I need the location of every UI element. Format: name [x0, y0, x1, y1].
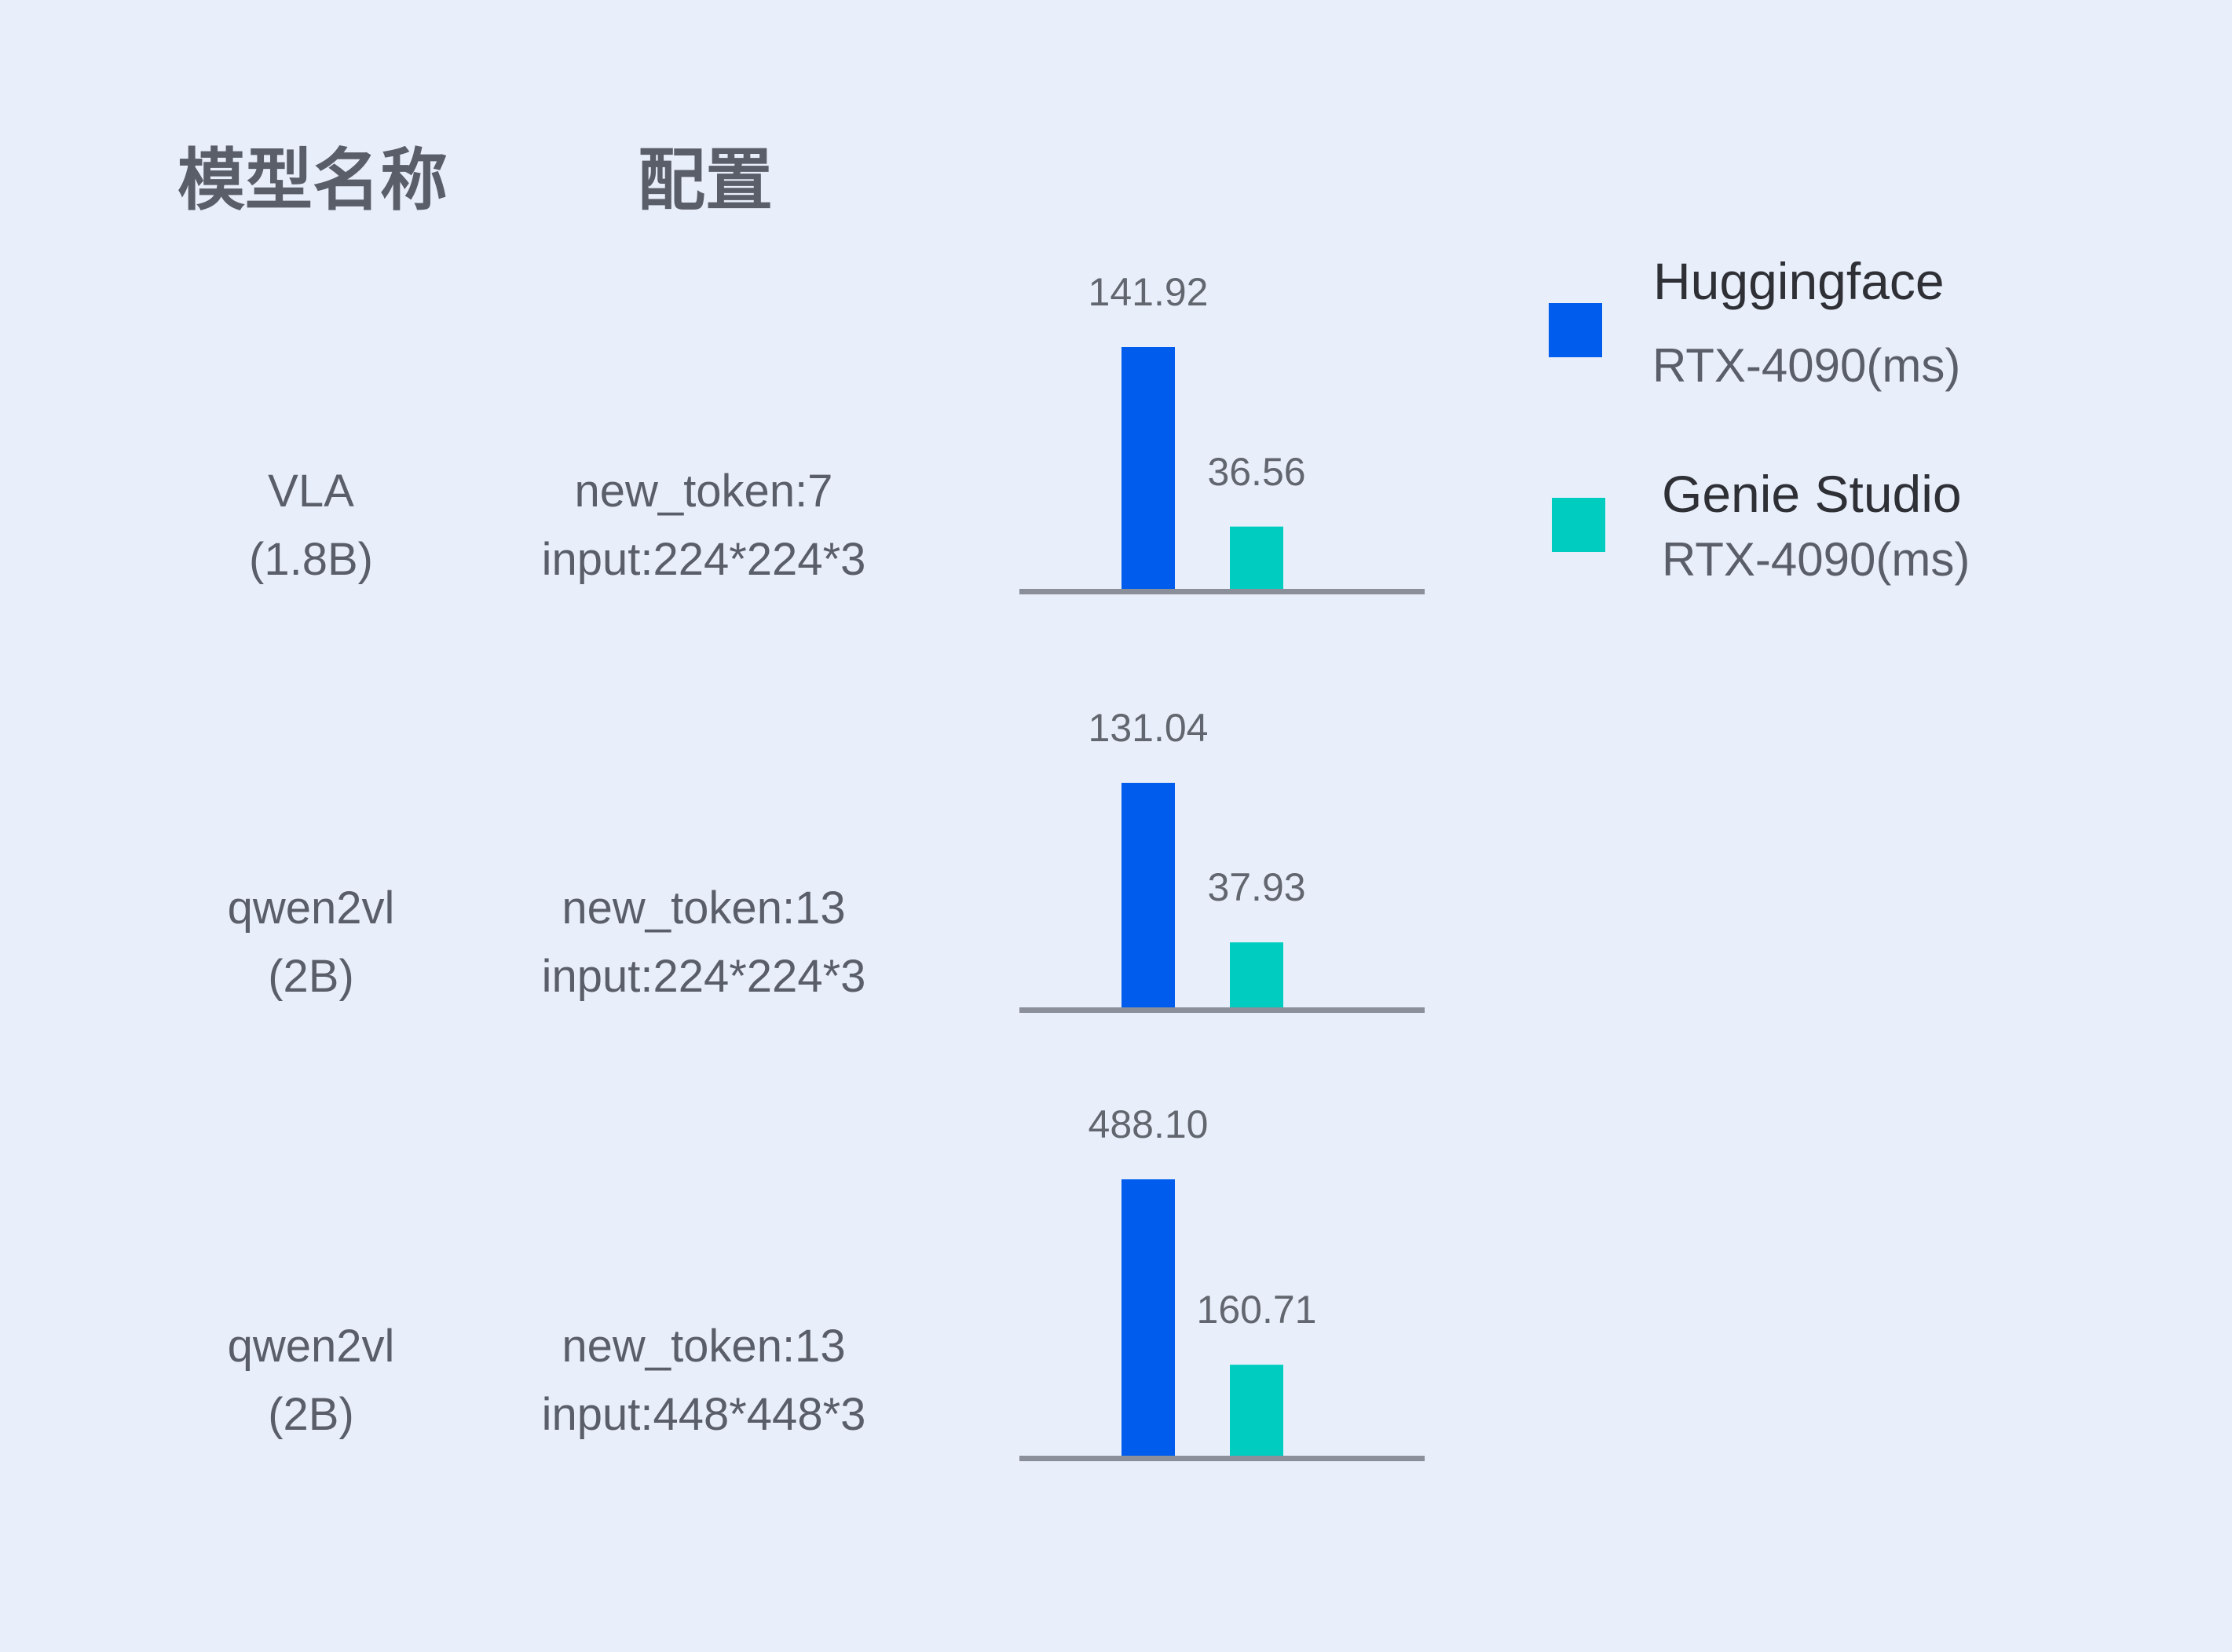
model-size: (2B): [268, 1389, 354, 1440]
legend-swatch-huggingface: [1549, 303, 1602, 357]
row-2-model: qwen2vl (2B): [36, 874, 586, 1011]
model-size: (2B): [268, 951, 354, 1002]
row-3-config: new_token:13 input:448*448*3: [429, 1312, 979, 1449]
model-size: (1.8B): [249, 534, 373, 585]
legend-swatch-genie-studio: [1552, 498, 1605, 552]
row-1-model: VLA (1.8B): [36, 457, 586, 594]
model-name: qwen2vl: [227, 883, 395, 934]
value-label-huggingface-1: 141.92: [1088, 270, 1209, 314]
config-input: input:224*224*3: [541, 951, 866, 1002]
bar-huggingface-1: [1121, 347, 1175, 589]
row-3-model: qwen2vl (2B): [36, 1312, 586, 1449]
model-name: qwen2vl: [227, 1321, 395, 1372]
bar-huggingface-3: [1121, 1179, 1175, 1460]
bar-huggingface-2: [1121, 783, 1175, 1007]
config-tokens: new_token:7: [574, 466, 833, 517]
config-tokens: new_token:13: [562, 883, 846, 934]
legend-genie-studio-label: Genie Studio: [1662, 465, 1962, 523]
value-label-genie-3: 160.71: [1196, 1288, 1317, 1332]
legend-huggingface-label: Huggingface: [1653, 252, 1945, 310]
config-input: input:224*224*3: [541, 534, 866, 585]
value-label-genie-1: 36.56: [1207, 449, 1306, 494]
bar-genie-studio-1: [1230, 526, 1283, 589]
legend-genie-studio-sub: RTX-4090(ms): [1662, 533, 1970, 586]
header-config: 配置: [638, 141, 773, 220]
model-name: VLA: [268, 466, 354, 517]
config-tokens: new_token:13: [562, 1321, 846, 1372]
value-label-genie-2: 37.93: [1207, 865, 1306, 910]
x-axis-line-1: [1019, 589, 1425, 594]
bar-genie-studio-3: [1230, 1365, 1283, 1456]
bar-genie-studio-2: [1230, 942, 1283, 1007]
header-model-name: 模型名称: [177, 141, 448, 220]
x-axis-line-2: [1019, 1007, 1425, 1013]
row-1-config: new_token:7 input:224*224*3: [429, 457, 979, 594]
value-label-huggingface-2: 131.04: [1088, 706, 1209, 750]
x-axis-line-3: [1019, 1456, 1425, 1461]
row-2-config: new_token:13 input:224*224*3: [429, 874, 979, 1011]
value-label-huggingface-3: 488.10: [1088, 1102, 1209, 1146]
legend-huggingface-sub: RTX-4090(ms): [1652, 339, 1961, 392]
config-input: input:448*448*3: [541, 1389, 866, 1440]
